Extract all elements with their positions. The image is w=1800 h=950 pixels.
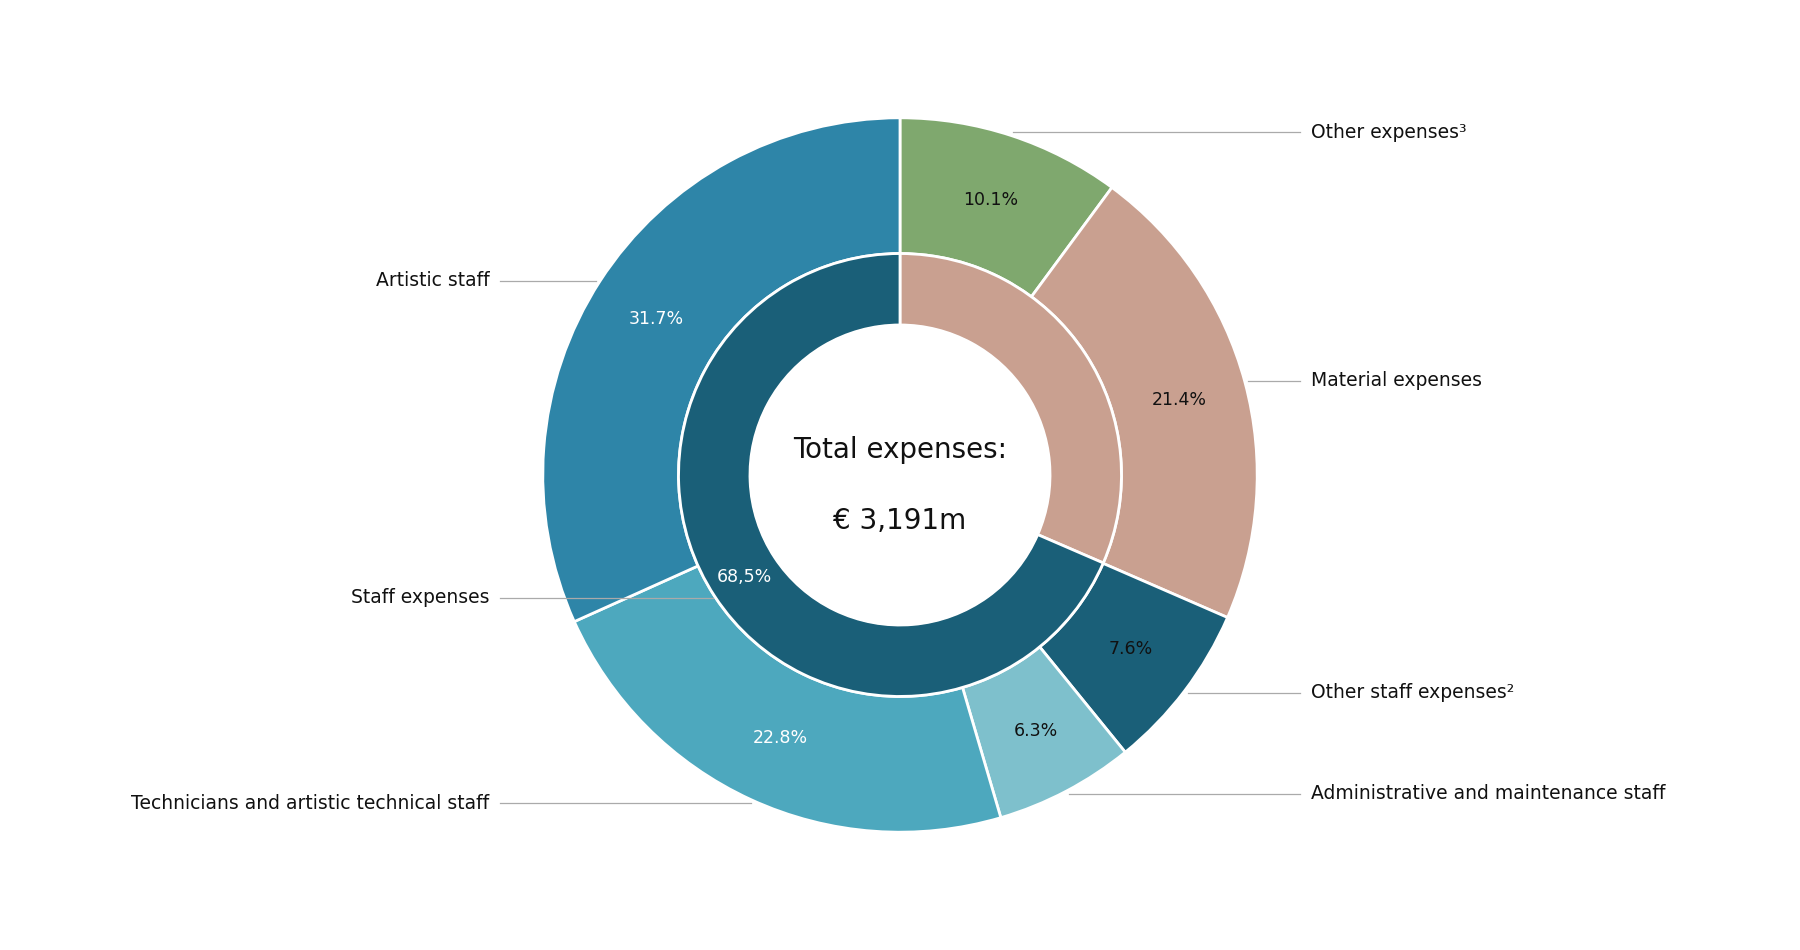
Text: 10.1%: 10.1% <box>963 191 1017 209</box>
Wedge shape <box>574 566 1001 832</box>
Text: Artistic staff: Artistic staff <box>376 272 490 291</box>
Wedge shape <box>900 254 1121 563</box>
Wedge shape <box>900 118 1112 296</box>
Wedge shape <box>544 118 900 621</box>
Text: 6.3%: 6.3% <box>1013 722 1058 740</box>
Wedge shape <box>1031 187 1256 618</box>
Text: 21.4%: 21.4% <box>1152 390 1206 408</box>
Text: Technicians and artistic technical staff: Technicians and artistic technical staff <box>131 794 490 813</box>
Text: 68,5%: 68,5% <box>716 568 772 586</box>
Circle shape <box>751 325 1049 625</box>
Wedge shape <box>963 647 1125 818</box>
Text: 7.6%: 7.6% <box>1109 640 1154 658</box>
Text: € 3,191m: € 3,191m <box>833 507 967 536</box>
Text: 31.7%: 31.7% <box>628 311 684 328</box>
Text: Administrative and maintenance staff: Administrative and maintenance staff <box>1310 785 1665 804</box>
Wedge shape <box>679 254 1103 696</box>
Text: Material expenses: Material expenses <box>1310 371 1481 390</box>
Text: 22.8%: 22.8% <box>752 730 808 748</box>
Text: Other expenses³: Other expenses³ <box>1310 123 1467 142</box>
Text: Staff expenses: Staff expenses <box>351 588 490 607</box>
Wedge shape <box>1040 563 1228 752</box>
Text: Total expenses:: Total expenses: <box>794 436 1006 464</box>
Text: Other staff expenses²: Other staff expenses² <box>1310 683 1514 702</box>
